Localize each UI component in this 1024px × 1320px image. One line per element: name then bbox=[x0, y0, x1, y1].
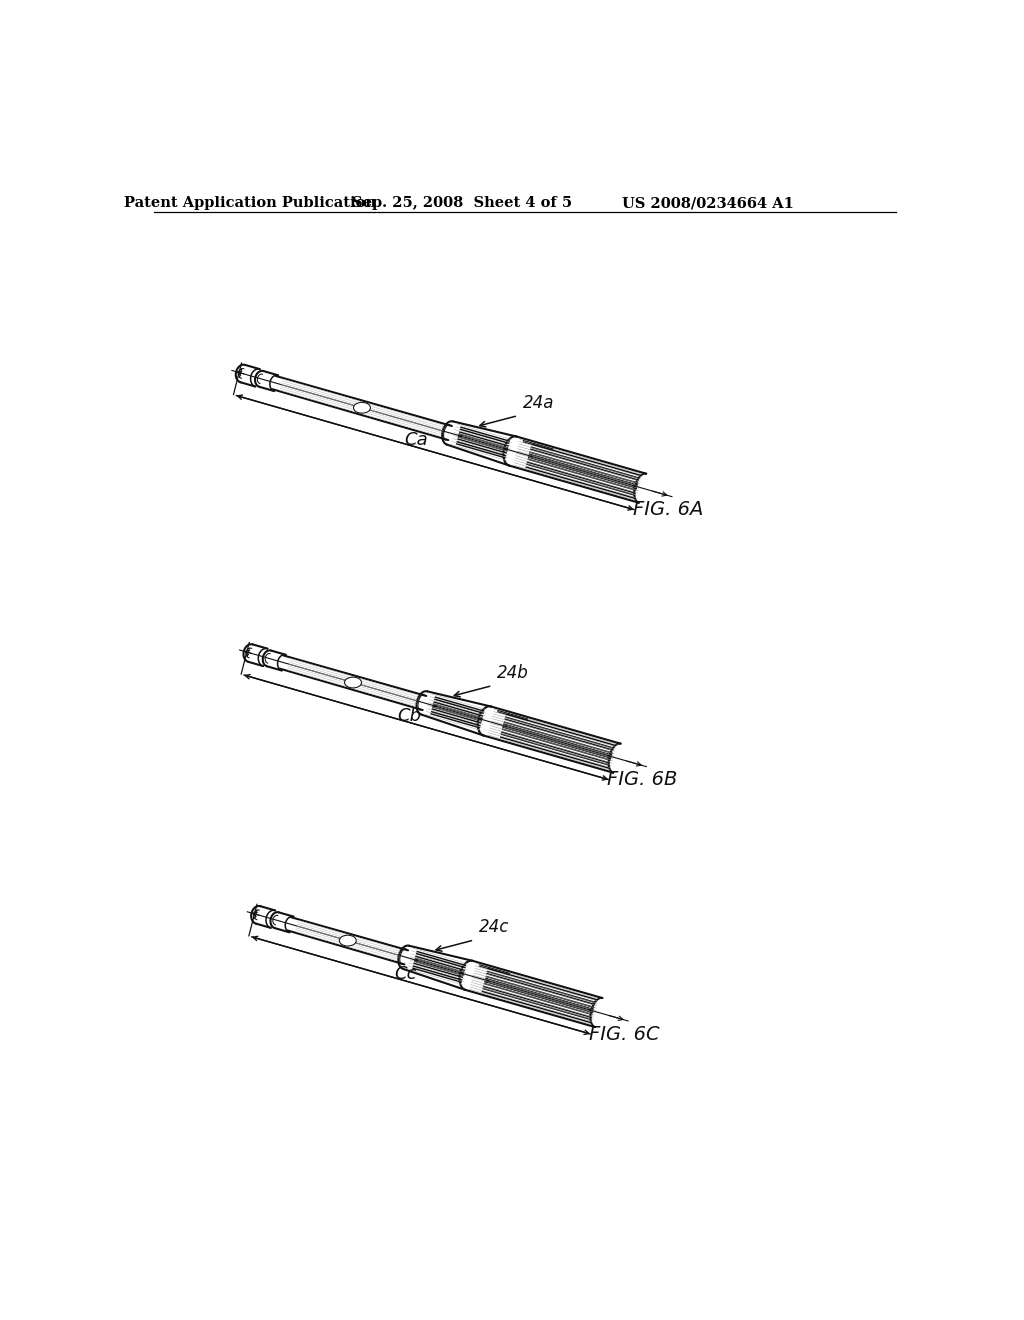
Text: Cc: Cc bbox=[394, 965, 417, 983]
Text: 24b: 24b bbox=[497, 664, 528, 681]
Text: Ca: Ca bbox=[404, 432, 428, 449]
Text: FIG. 6C: FIG. 6C bbox=[589, 1024, 659, 1044]
Text: 24c: 24c bbox=[479, 919, 509, 936]
Ellipse shape bbox=[339, 935, 356, 946]
Text: Patent Application Publication: Patent Application Publication bbox=[124, 197, 376, 210]
Ellipse shape bbox=[344, 677, 361, 688]
Text: FIG. 6B: FIG. 6B bbox=[607, 771, 678, 789]
Text: FIG. 6A: FIG. 6A bbox=[633, 500, 703, 519]
Text: 24a: 24a bbox=[522, 393, 554, 412]
Text: Cb: Cb bbox=[397, 706, 421, 725]
Ellipse shape bbox=[353, 403, 371, 413]
Text: US 2008/0234664 A1: US 2008/0234664 A1 bbox=[623, 197, 794, 210]
Text: Sep. 25, 2008  Sheet 4 of 5: Sep. 25, 2008 Sheet 4 of 5 bbox=[351, 197, 571, 210]
